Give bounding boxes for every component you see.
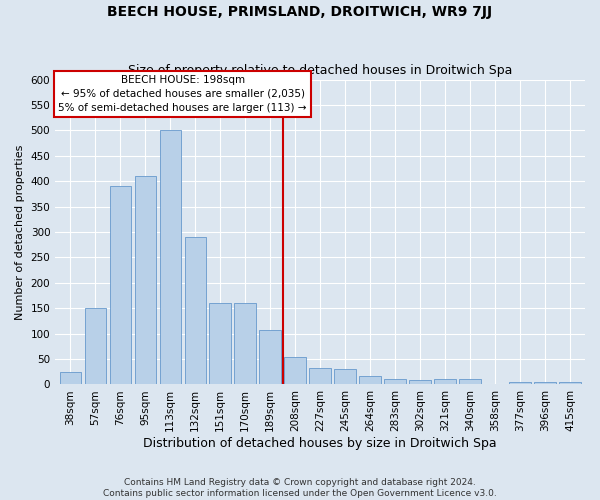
Bar xyxy=(110,186,131,384)
Bar xyxy=(434,380,455,384)
Bar xyxy=(310,368,331,384)
X-axis label: Distribution of detached houses by size in Droitwich Spa: Distribution of detached houses by size … xyxy=(143,437,497,450)
Text: BEECH HOUSE, PRIMSLAND, DROITWICH, WR9 7JJ: BEECH HOUSE, PRIMSLAND, DROITWICH, WR9 7… xyxy=(107,5,493,19)
Bar xyxy=(460,380,481,384)
Bar xyxy=(235,303,256,384)
Y-axis label: Number of detached properties: Number of detached properties xyxy=(15,144,25,320)
Bar xyxy=(385,379,406,384)
Bar xyxy=(334,369,356,384)
Bar xyxy=(134,176,156,384)
Bar xyxy=(209,303,231,384)
Title: Size of property relative to detached houses in Droitwich Spa: Size of property relative to detached ho… xyxy=(128,64,512,77)
Text: BEECH HOUSE: 198sqm
← 95% of detached houses are smaller (2,035)
5% of semi-deta: BEECH HOUSE: 198sqm ← 95% of detached ho… xyxy=(58,75,307,113)
Bar xyxy=(59,372,81,384)
Bar xyxy=(160,130,181,384)
Bar xyxy=(85,308,106,384)
Bar xyxy=(359,376,380,384)
Bar xyxy=(509,382,530,384)
Text: Contains HM Land Registry data © Crown copyright and database right 2024.
Contai: Contains HM Land Registry data © Crown c… xyxy=(103,478,497,498)
Bar xyxy=(409,380,431,384)
Bar xyxy=(535,382,556,384)
Bar xyxy=(284,356,306,384)
Bar xyxy=(259,330,281,384)
Bar xyxy=(185,237,206,384)
Bar xyxy=(559,382,581,384)
